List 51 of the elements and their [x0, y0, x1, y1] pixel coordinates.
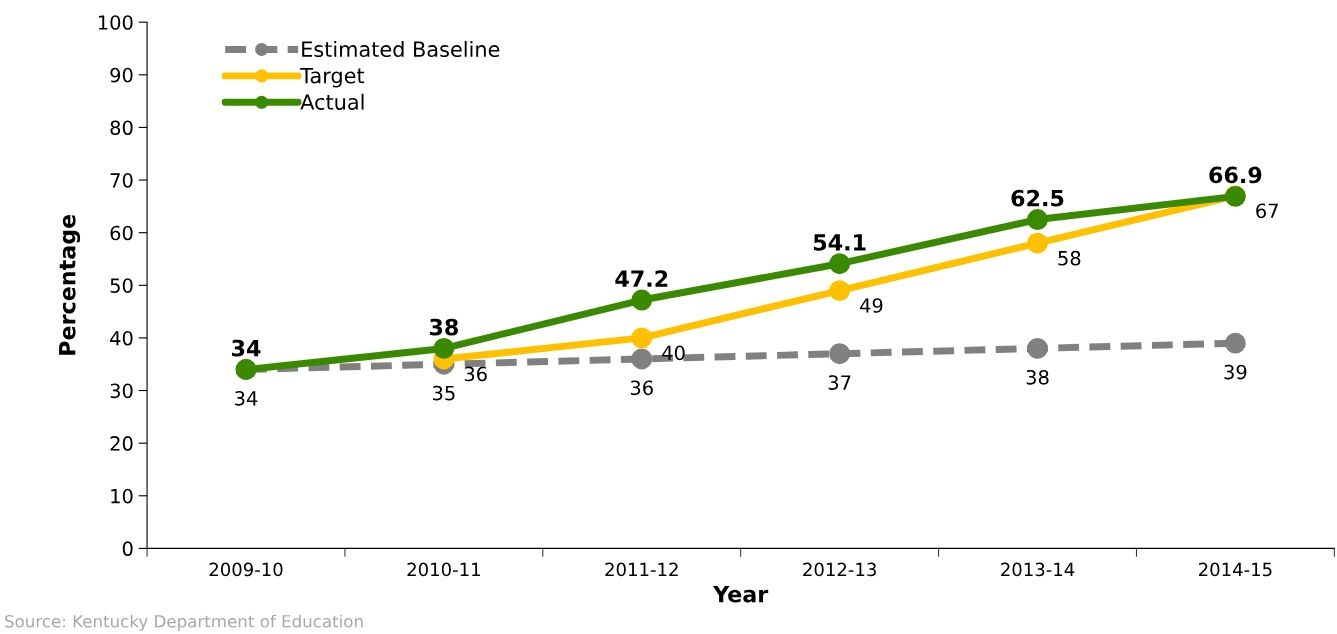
x-tick-label: 2011-12	[605, 562, 678, 577]
point	[631, 289, 653, 311]
legend-label: Estimated Baseline	[302, 40, 500, 58]
point	[829, 253, 851, 275]
point	[1027, 209, 1048, 230]
y-tick-label: 60	[110, 225, 133, 241]
data-label: 49	[860, 298, 883, 313]
point	[829, 343, 851, 365]
y-tick-label: 10	[111, 488, 133, 504]
x-tick-label: 2012-13	[803, 562, 876, 577]
x-tick-label: 2014-15	[1198, 562, 1272, 577]
y-tick-label: 100	[98, 15, 133, 30]
data-label: 38	[1026, 369, 1049, 385]
data-label: 34	[235, 390, 258, 406]
data-label: 62.5	[1011, 189, 1064, 207]
point	[631, 348, 653, 370]
y-tick-label: 30	[110, 383, 133, 399]
data-label: 38	[429, 318, 458, 336]
data-label: 37	[828, 375, 851, 390]
data-label: 34	[232, 339, 261, 357]
x-tick-label: 2009-10	[209, 562, 283, 577]
y-tick-label: 20	[110, 436, 133, 451]
legend-label: Target	[300, 67, 365, 88]
point	[829, 280, 851, 301]
y-tick-label: 50	[110, 278, 133, 293]
point	[631, 327, 653, 349]
point	[1027, 338, 1048, 359]
x-tick-label: 2013-14	[1001, 562, 1075, 577]
x-tick-label: 2010-11	[407, 562, 480, 577]
x-axis-title: Year	[712, 586, 769, 603]
y-tick-label: 70	[110, 173, 133, 188]
data-label: 67	[1256, 203, 1278, 219]
data-label: 40	[662, 345, 685, 361]
source-note: Source: Kentucky Department of Education	[5, 614, 363, 631]
y-tick-label: 90	[110, 67, 133, 83]
data-label: 54.1	[813, 234, 866, 251]
point	[433, 338, 455, 359]
point	[1027, 232, 1048, 254]
point	[1224, 332, 1246, 354]
data-label: 36	[630, 380, 653, 396]
y-tick-label: 0	[122, 541, 133, 557]
data-label: 58	[1058, 250, 1081, 266]
y-tick-label: 80	[110, 120, 133, 136]
data-label: 66.9	[1209, 166, 1262, 184]
data-label: 47.2	[615, 270, 668, 287]
data-label: 35	[433, 385, 455, 401]
data-label: 36	[464, 366, 487, 382]
legend-label: Actual	[300, 93, 364, 110]
data-label: 39	[1224, 364, 1247, 380]
y-tick-label: 40	[110, 330, 133, 346]
y-axis-title: Percentage	[59, 214, 81, 355]
